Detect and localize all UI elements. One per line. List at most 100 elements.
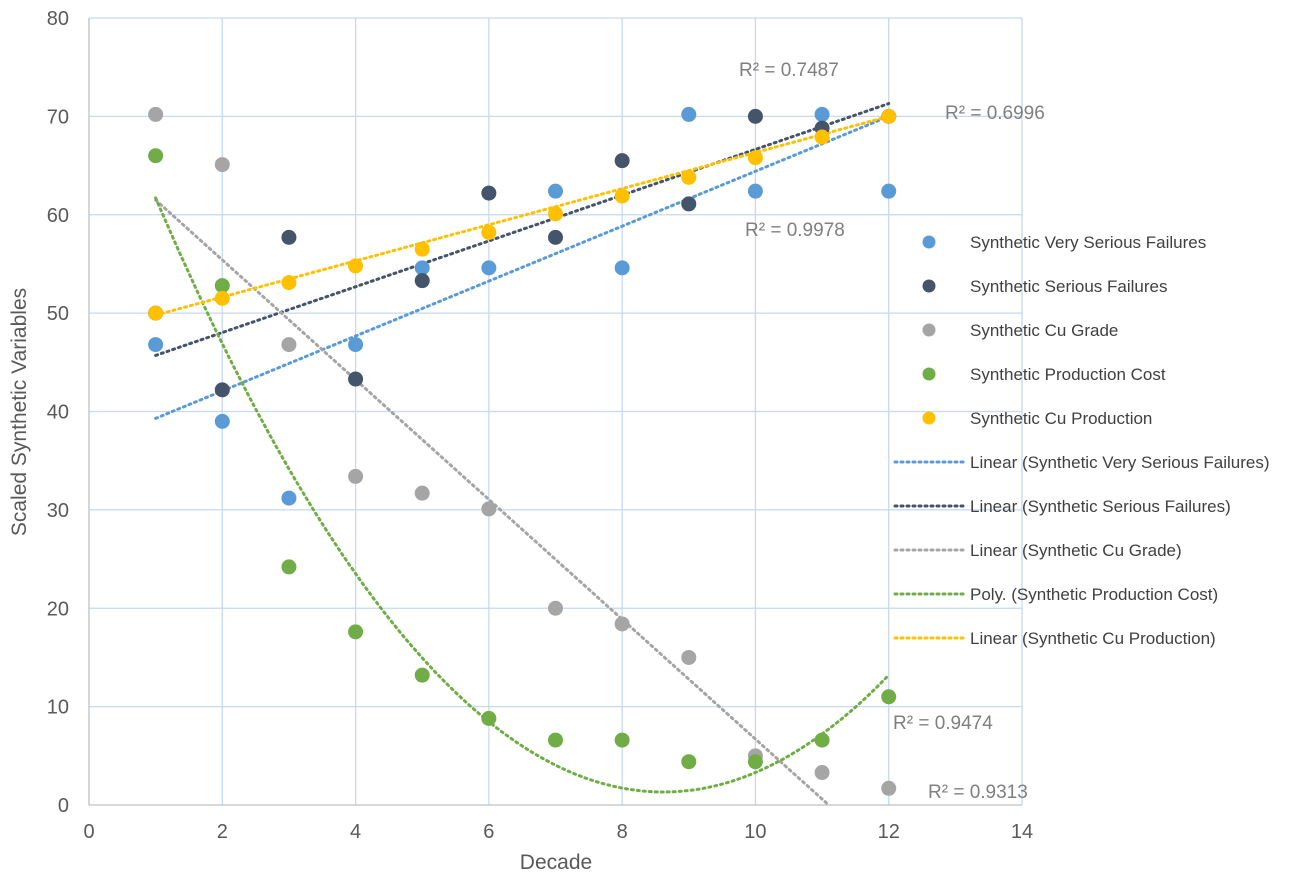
- legend-marker: [922, 411, 936, 425]
- r2-label: R² = 0.9474: [893, 713, 993, 734]
- data-point: [614, 188, 630, 204]
- y-tick-label: 30: [47, 500, 69, 522]
- data-point: [214, 382, 230, 398]
- trendline: [154, 102, 891, 357]
- data-point: [481, 224, 497, 240]
- y-tick-label: 60: [47, 205, 69, 227]
- data-point: [148, 337, 164, 353]
- data-point: [548, 206, 563, 222]
- data-point: [148, 305, 164, 321]
- data-point: [281, 229, 297, 245]
- y-axis-title: Scaled Synthetic Variables: [8, 288, 31, 536]
- data-point: [747, 183, 763, 199]
- data-point: [414, 485, 430, 501]
- data-point: [281, 275, 297, 291]
- data-point: [214, 278, 230, 294]
- data-point: [281, 559, 297, 575]
- y-tick-label: 10: [47, 697, 69, 719]
- data-point: [747, 108, 763, 124]
- data-point: [881, 689, 897, 705]
- data-point: [414, 667, 430, 683]
- legend-entry: Linear (Synthetic Serious Failures): [970, 497, 1231, 516]
- legend-marker: [922, 235, 936, 249]
- x-tick-label: 14: [1011, 821, 1033, 843]
- y-tick-label: 20: [47, 598, 69, 620]
- data-point: [548, 600, 563, 616]
- x-axis-title: Decade: [520, 851, 592, 874]
- data-points: [148, 106, 897, 796]
- legend-entry: Synthetic Cu Production: [970, 409, 1152, 428]
- data-point: [614, 732, 630, 748]
- y-tick-label: 0: [58, 795, 69, 817]
- data-point: [881, 183, 897, 199]
- tick-labels: 0 2 4 6 8 10 12 14 0 10 20 30 40 50 60 70 80: [47, 8, 1033, 843]
- data-point: [481, 501, 497, 517]
- data-point: [348, 371, 364, 387]
- data-point: [414, 273, 430, 289]
- x-tick-label: 2: [217, 821, 228, 843]
- data-point: [814, 106, 830, 122]
- trendlines: [154, 102, 891, 807]
- legend-entry: Poly. (Synthetic Production Cost): [970, 585, 1218, 604]
- legend-entry: Linear (Synthetic Very Serious Failures): [970, 453, 1270, 472]
- data-point: [814, 765, 830, 781]
- legend-marker: [922, 279, 936, 293]
- data-point: [614, 260, 630, 276]
- legend-marker: [922, 367, 936, 381]
- data-point: [414, 260, 430, 276]
- data-point: [214, 413, 230, 429]
- trendline: [154, 196, 891, 794]
- legend: Synthetic Very Serious Failures Synthetic…: [893, 233, 1270, 648]
- data-point: [614, 153, 630, 169]
- data-point: [214, 290, 230, 306]
- data-point: [814, 129, 830, 145]
- data-point: [481, 260, 497, 276]
- legend-entry: Linear (Synthetic Cu Grade): [970, 541, 1182, 560]
- axes: [88, 18, 1022, 806]
- gridlines: [89, 17, 1023, 805]
- legend-entry: Linear (Synthetic Cu Production): [970, 629, 1216, 648]
- r2-labels: R² = 0.7487 R² = 0.6996 R² = 0.9313 R² = 0.…: [739, 60, 1045, 803]
- data-point: [214, 157, 230, 173]
- y-tick-label: 70: [47, 106, 69, 128]
- data-point: [881, 108, 897, 124]
- y-tick-label: 40: [47, 402, 69, 424]
- data-point: [681, 106, 697, 122]
- legend-entry: Synthetic Production Cost: [970, 365, 1166, 384]
- trendline: [154, 114, 891, 317]
- data-point: [281, 490, 297, 506]
- data-point: [481, 710, 497, 726]
- data-point: [548, 183, 563, 199]
- data-point: [148, 106, 164, 122]
- r2-label: R² = 0.6996: [945, 103, 1045, 124]
- data-point: [348, 624, 364, 640]
- x-tick-label: 6: [483, 821, 494, 843]
- data-point: [814, 732, 830, 748]
- trendline: [154, 114, 891, 420]
- data-point: [747, 754, 763, 770]
- legend-entry: Synthetic Very Serious Failures: [970, 233, 1206, 252]
- data-point: [348, 258, 364, 274]
- data-point: [281, 337, 297, 353]
- data-point: [747, 150, 763, 166]
- data-point: [681, 169, 697, 185]
- data-point: [348, 337, 364, 353]
- data-point: [548, 732, 563, 748]
- y-tick-label: 50: [47, 303, 69, 325]
- data-point: [414, 241, 430, 257]
- data-point: [881, 780, 897, 796]
- r2-label: R² = 0.9313: [928, 782, 1028, 803]
- x-tick-label: 8: [617, 821, 628, 843]
- data-point: [681, 649, 697, 665]
- r2-label: R² = 0.9978: [745, 220, 845, 241]
- data-point: [148, 148, 164, 164]
- data-point: [481, 185, 497, 201]
- legend-entry: Synthetic Serious Failures: [970, 277, 1167, 296]
- data-point: [548, 229, 563, 245]
- legend-marker: [922, 323, 936, 337]
- r2-label: R² = 0.7487: [739, 60, 839, 81]
- legend-entry: Synthetic Cu Grade: [970, 321, 1118, 340]
- x-tick-label: 10: [744, 821, 766, 843]
- x-tick-label: 12: [878, 821, 900, 843]
